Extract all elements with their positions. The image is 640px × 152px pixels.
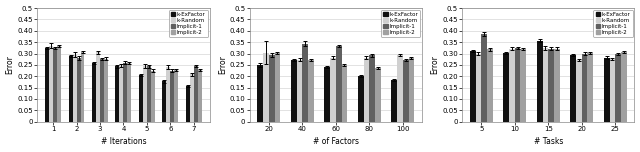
Bar (104, 59, 108, 122)
Bar (68, 56, 72, 122)
Bar (543, 48, 548, 122)
Bar (139, 75, 143, 122)
Bar (336, 46, 342, 122)
Bar (147, 66, 151, 122)
Bar (166, 67, 170, 122)
Bar (96, 52, 100, 122)
Bar (297, 60, 302, 122)
Bar (92, 63, 96, 122)
Legend: k-ExFactor, k-Random, Implicit-1, Implicit-2: k-ExFactor, k-Random, Implicit-1, Implic… (381, 10, 420, 37)
Bar (476, 54, 481, 122)
Bar (163, 81, 166, 122)
Bar (358, 76, 364, 122)
Bar (57, 46, 61, 122)
Bar (582, 54, 588, 122)
Bar (143, 66, 147, 122)
Bar (257, 65, 263, 122)
Legend: k-ExFactor, k-Random, Implicit-1, Implicit-2: k-ExFactor, k-Random, Implicit-1, Implic… (593, 10, 633, 37)
Bar (364, 58, 369, 122)
X-axis label: # of Factors: # of Factors (313, 137, 359, 146)
Bar (342, 65, 348, 122)
Bar (302, 44, 308, 122)
Bar (548, 48, 554, 122)
Bar (198, 70, 202, 122)
Bar (186, 86, 190, 122)
Y-axis label: Error: Error (6, 55, 15, 74)
Bar (151, 71, 155, 122)
Bar (609, 59, 615, 122)
Bar (174, 70, 179, 122)
Bar (308, 60, 314, 122)
Y-axis label: Error: Error (430, 55, 440, 74)
X-axis label: # Iterations: # Iterations (100, 137, 147, 146)
Bar (124, 63, 127, 122)
Bar (190, 74, 194, 122)
Bar (588, 53, 593, 122)
Bar (369, 55, 375, 122)
Bar (604, 58, 609, 122)
Bar (537, 41, 543, 122)
Bar (275, 53, 280, 122)
Bar (115, 66, 120, 122)
Bar (291, 60, 297, 122)
Bar (120, 66, 124, 122)
Bar (408, 58, 414, 122)
Bar (49, 46, 53, 122)
Bar (77, 58, 81, 122)
Bar (515, 48, 520, 122)
Bar (403, 60, 408, 122)
X-axis label: # Tasks: # Tasks (534, 137, 563, 146)
Bar (72, 55, 77, 122)
Bar (487, 49, 493, 122)
Bar (392, 80, 397, 122)
Bar (100, 59, 104, 122)
Bar (263, 53, 269, 122)
Bar (621, 52, 627, 122)
Bar (570, 55, 576, 122)
Bar (554, 48, 559, 122)
Bar (520, 49, 526, 122)
Bar (615, 54, 621, 122)
Bar (45, 48, 49, 122)
Bar (194, 66, 198, 122)
Bar (127, 63, 131, 122)
Bar (397, 55, 403, 122)
Bar (481, 34, 487, 122)
Bar (324, 67, 330, 122)
Bar (170, 71, 174, 122)
Bar (509, 48, 515, 122)
Y-axis label: Error: Error (218, 55, 227, 74)
Bar (330, 58, 336, 122)
Bar (576, 60, 582, 122)
Bar (81, 52, 84, 122)
Bar (375, 68, 381, 122)
Legend: k-ExFactor, k-Random, Implicit-1, Implicit-2: k-ExFactor, k-Random, Implicit-1, Implic… (169, 10, 208, 37)
Bar (504, 53, 509, 122)
Bar (53, 48, 57, 122)
Bar (269, 55, 275, 122)
Bar (470, 51, 476, 122)
